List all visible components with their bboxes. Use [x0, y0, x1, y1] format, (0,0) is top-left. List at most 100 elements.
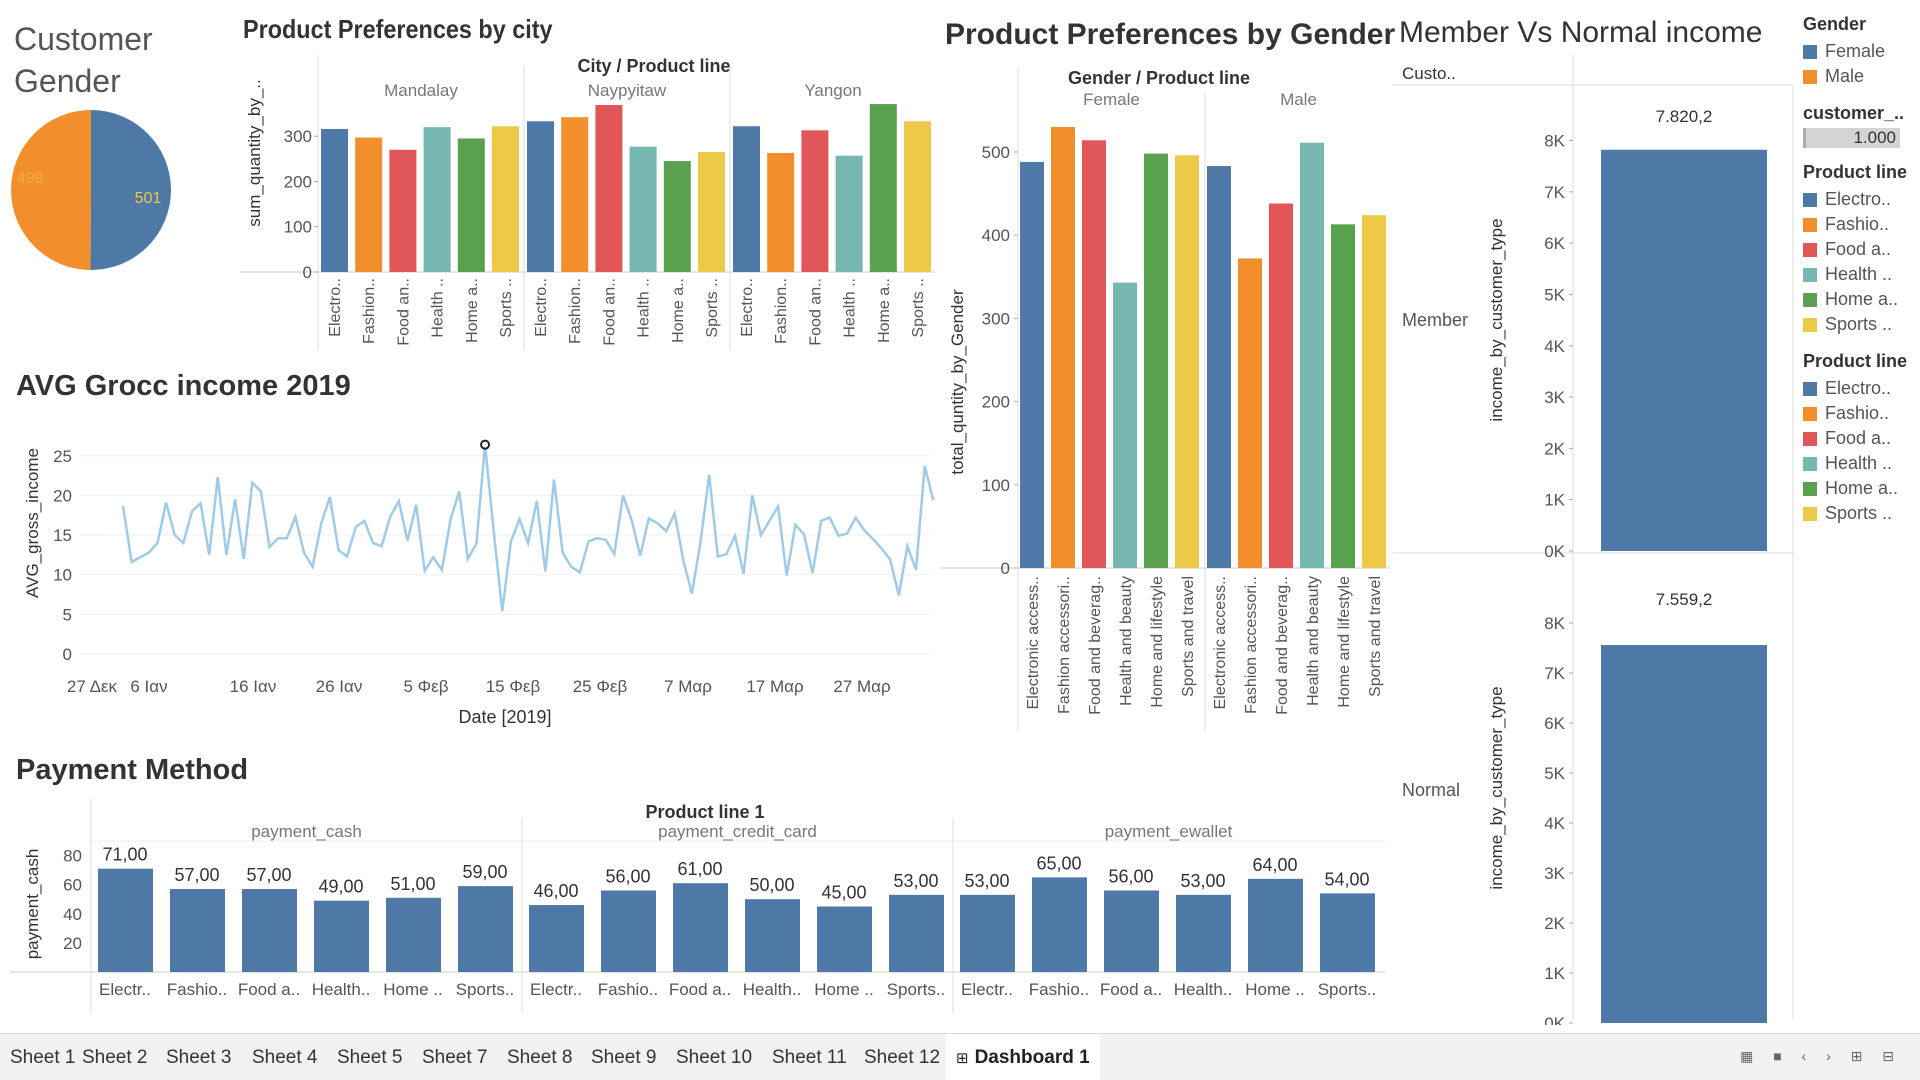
- city-bar[interactable]: [355, 137, 383, 272]
- pay-bar[interactable]: [601, 890, 656, 972]
- pay-bar[interactable]: [170, 889, 225, 972]
- gender-ytick: 300: [982, 309, 1010, 328]
- city-bar[interactable]: [629, 146, 657, 272]
- gender-bar[interactable]: [1020, 161, 1044, 568]
- legend-item-product-4[interactable]: Health ..: [1803, 451, 1920, 476]
- city-bar[interactable]: [457, 138, 485, 272]
- member-ytick: 7K: [1544, 183, 1565, 202]
- pay-bar[interactable]: [529, 905, 584, 972]
- highlight-point[interactable]: [480, 439, 491, 450]
- tab-sheet-8[interactable]: Sheet 8: [507, 1047, 573, 1068]
- city-bar[interactable]: [698, 152, 725, 272]
- tab-sheet-9[interactable]: Sheet 9: [591, 1047, 657, 1068]
- pay-bar[interactable]: [960, 894, 1015, 972]
- tab-sheet-2[interactable]: Sheet 2: [82, 1047, 148, 1068]
- pay-bar[interactable]: [673, 883, 728, 972]
- member-bar[interactable]: [1601, 149, 1767, 551]
- tab-sheet-5[interactable]: Sheet 5: [337, 1047, 403, 1068]
- view-controls-icon[interactable]: ▦ ■ ‹ › ⊞ ⊟: [1740, 1048, 1902, 1064]
- city-bar[interactable]: [527, 121, 554, 272]
- member-ytick: 5K: [1544, 764, 1565, 783]
- legend-item-product-3[interactable]: Food a..: [1803, 237, 1920, 262]
- pay-bar[interactable]: [817, 906, 872, 973]
- pay-bar[interactable]: [889, 894, 944, 972]
- pay-bar[interactable]: [1104, 890, 1159, 972]
- city-bar[interactable]: [321, 128, 348, 272]
- customer-slider[interactable]: 1.000: [1803, 128, 1900, 148]
- city-bar[interactable]: [767, 152, 795, 272]
- gender-ytick: 400: [982, 226, 1010, 245]
- tab-sheet-11[interactable]: Sheet 11: [772, 1047, 847, 1068]
- avg-xtick: 15 Φεβ: [486, 677, 541, 696]
- pie-slice-female[interactable]: [90, 110, 171, 270]
- pay-bar[interactable]: [98, 868, 153, 972]
- city-xlabel: Food an..: [807, 278, 824, 346]
- tab-sheet-4[interactable]: Sheet 4: [252, 1047, 318, 1068]
- member-ytick: 1K: [1544, 964, 1565, 983]
- pay-bar[interactable]: [745, 899, 800, 972]
- legend-item-product-1[interactable]: Electro..: [1803, 376, 1920, 401]
- gender-bar[interactable]: [1238, 258, 1262, 568]
- gender-bar[interactable]: [1082, 140, 1106, 568]
- pay-bar[interactable]: [1320, 893, 1375, 972]
- sheet-tab-bar: ▦ ■ ‹ › ⊞ ⊟ Sheet 1 Sheet 2 Sheet 3 Sheet 4…: [0, 1033, 1920, 1080]
- legend-item-female[interactable]: Female: [1803, 39, 1920, 64]
- gender-bar[interactable]: [1175, 155, 1199, 568]
- city-bar[interactable]: [904, 121, 931, 272]
- legend-item-male[interactable]: Male: [1803, 64, 1920, 89]
- normal-value-label: 7.559,2: [1656, 590, 1713, 609]
- tab-sheet-12[interactable]: Sheet 12: [864, 1047, 941, 1068]
- gender-header-1: Male: [1280, 90, 1317, 109]
- gender-bar[interactable]: [1269, 203, 1293, 568]
- member-chart-header: Custo..: [1402, 64, 1456, 83]
- gender-bar[interactable]: [1300, 142, 1324, 568]
- gender-bar[interactable]: [1331, 224, 1355, 568]
- legend-item-product-6[interactable]: Sports ..: [1803, 501, 1920, 526]
- tab-dashboard-1[interactable]: ⊞ Dashboard 1: [946, 1034, 1100, 1080]
- city-bar[interactable]: [492, 126, 519, 273]
- legend-item-product-4[interactable]: Health ..: [1803, 262, 1920, 287]
- city-bar[interactable]: [663, 161, 691, 272]
- member-ytick: 6K: [1544, 234, 1565, 253]
- legend-item-product-2[interactable]: Fashio..: [1803, 401, 1920, 426]
- pie-slice-male[interactable]: [10, 110, 91, 270]
- city-bar[interactable]: [869, 104, 897, 272]
- legend-item-product-5[interactable]: Home a..: [1803, 287, 1920, 312]
- pay-bar[interactable]: [242, 889, 297, 972]
- legend-swatch: [1803, 292, 1817, 307]
- tab-sheet-10[interactable]: Sheet 10: [676, 1047, 753, 1068]
- gender-bar[interactable]: [1362, 215, 1386, 568]
- city-bar[interactable]: [835, 155, 863, 272]
- legend-item-product-5[interactable]: Home a..: [1803, 476, 1920, 501]
- gender-bar[interactable]: [1113, 282, 1137, 568]
- gender-bar[interactable]: [1207, 166, 1231, 568]
- city-bar[interactable]: [733, 126, 760, 273]
- legend-item-product-1[interactable]: Electro..: [1803, 187, 1920, 212]
- tab-sheet-1[interactable]: Sheet 1: [10, 1047, 76, 1068]
- city-bar[interactable]: [389, 149, 417, 272]
- city-bar[interactable]: [595, 104, 623, 272]
- gender-bar[interactable]: [1144, 153, 1168, 568]
- city-bar[interactable]: [423, 127, 451, 272]
- gender-bar[interactable]: [1051, 126, 1075, 568]
- pay-bar[interactable]: [458, 886, 513, 972]
- city-bar[interactable]: [561, 117, 589, 272]
- avg-income-line[interactable]: [121, 444, 935, 612]
- pay-bar[interactable]: [386, 897, 441, 972]
- legend-item-product-3[interactable]: Food a..: [1803, 426, 1920, 451]
- legend-item-product-6[interactable]: Sports ..: [1803, 312, 1920, 337]
- pay-bar[interactable]: [1032, 877, 1087, 972]
- normal-bar[interactable]: [1601, 645, 1767, 1023]
- city-header-0: Mandalay: [384, 81, 458, 100]
- pay-bar[interactable]: [1248, 878, 1303, 972]
- city-bar[interactable]: [801, 130, 829, 272]
- pay-value-label: 51,00: [390, 874, 435, 894]
- member-chart: Custo.. Member Normal income_by_customer…: [1393, 55, 1794, 1025]
- payment-chart-ylabel: payment_cash: [23, 849, 42, 960]
- legend-item-product-2[interactable]: Fashio..: [1803, 212, 1920, 237]
- pay-bar[interactable]: [314, 900, 369, 972]
- tab-sheet-3[interactable]: Sheet 3: [166, 1047, 232, 1068]
- member-ytick: 8K: [1544, 614, 1565, 633]
- tab-sheet-7[interactable]: Sheet 7: [422, 1047, 488, 1068]
- pay-bar[interactable]: [1176, 894, 1231, 972]
